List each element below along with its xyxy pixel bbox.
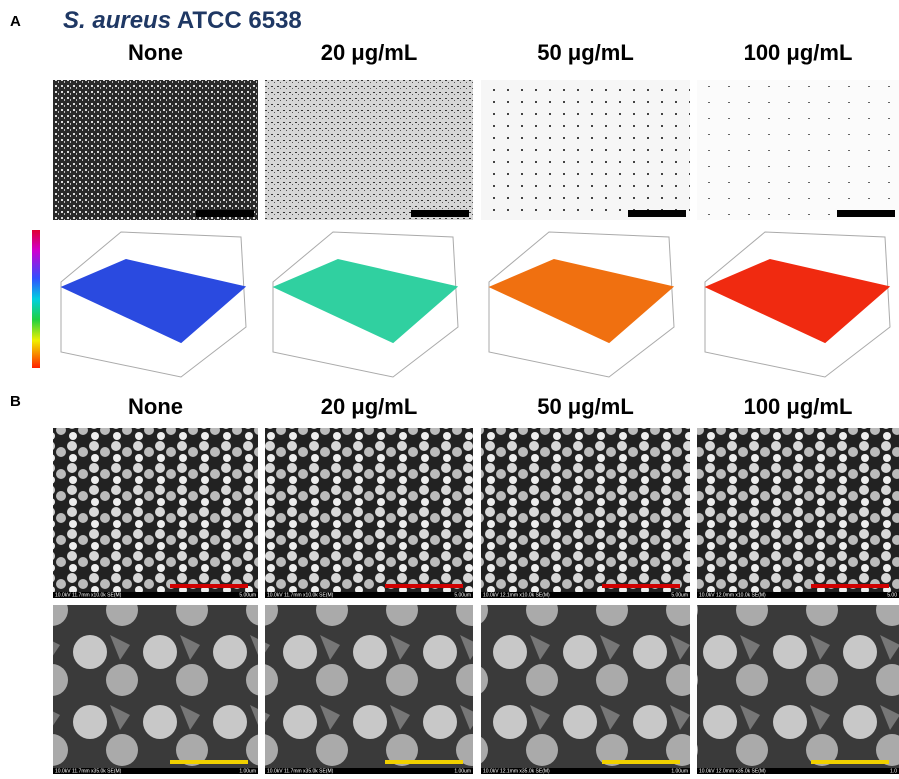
scale-bar	[811, 584, 889, 588]
scale-bar	[602, 584, 680, 588]
sem-scale: 5.00um	[671, 592, 688, 598]
scale-bar	[196, 210, 254, 217]
sem-image	[53, 605, 258, 774]
crystal-violet-image	[53, 80, 258, 220]
surface-plot	[275, 260, 456, 342]
sem-image	[53, 428, 258, 598]
crystal-violet-image	[697, 80, 899, 220]
species: S. aureus	[63, 7, 171, 34]
scale-bar	[385, 760, 463, 764]
crystal-violet-image	[481, 80, 690, 220]
column-title: 100 μg/mL	[744, 40, 853, 65]
surface-plot	[63, 260, 244, 342]
sem-scale: 1.00um	[239, 768, 256, 774]
panel-title: S. aureus ATCC 6538	[63, 7, 302, 34]
sem-info: 10.0kV 11.7mm x35.0k SE(M)	[55, 768, 122, 774]
sem-image	[481, 605, 690, 774]
sem-info: 10.0kV 11.7mm x10.0k SE(M)	[55, 592, 122, 598]
scale-bar	[811, 760, 889, 764]
sem-info: 10.0kV 12.1mm x35.0k SE(M)	[483, 768, 550, 774]
figure: A S. aureus ATCC 6538 B None None 10.0kV 1…	[0, 0, 899, 774]
surface-plot	[707, 260, 888, 342]
surface-plot	[491, 260, 672, 342]
scale-bar	[628, 210, 686, 217]
crystal-violet-image	[265, 80, 473, 220]
column-title: 20 μg/mL	[321, 394, 418, 419]
sem-scale: 1.0	[890, 768, 897, 774]
sem-info: 10.0kV 12.1mm x10.0k SE(M)	[483, 592, 550, 598]
column-title: None	[128, 394, 183, 419]
column-title: 50 μg/mL	[537, 394, 634, 419]
scale-bar	[170, 760, 248, 764]
scale-bar	[837, 210, 895, 217]
scale-bar	[411, 210, 469, 217]
panel-label: B	[10, 393, 21, 410]
sem-scale: 5.00	[887, 592, 897, 598]
column-title: 50 μg/mL	[537, 40, 634, 65]
sem-image	[481, 428, 690, 598]
column-title: None	[128, 40, 183, 65]
scale-bar	[385, 584, 463, 588]
sem-info: 10.0kV 12.0mm x10.0k SE(M)	[699, 592, 766, 598]
sem-scale: 5.00um	[454, 592, 471, 598]
strain: ATCC 6538	[177, 7, 302, 34]
sem-scale: 1.00um	[454, 768, 471, 774]
scale-bar	[602, 760, 680, 764]
sem-image	[697, 428, 899, 598]
sem-scale: 1.00um	[671, 768, 688, 774]
sem-info: 10.0kV 12.0mm x35.0k SE(M)	[699, 768, 766, 774]
color-scale	[32, 230, 40, 368]
scale-bar	[170, 584, 248, 588]
panel-label: A	[10, 13, 21, 30]
column-title: 100 μg/mL	[744, 394, 853, 419]
column-title: 20 μg/mL	[321, 40, 418, 65]
sem-info: 10.0kV 11.7mm x10.0k SE(M)	[267, 592, 334, 598]
sem-info: 10.0kV 11.7mm x35.0k SE(M)	[267, 768, 334, 774]
sem-image	[265, 605, 473, 774]
sem-image	[697, 605, 899, 774]
sem-image	[265, 428, 473, 598]
sem-scale: 5.00um	[239, 592, 256, 598]
